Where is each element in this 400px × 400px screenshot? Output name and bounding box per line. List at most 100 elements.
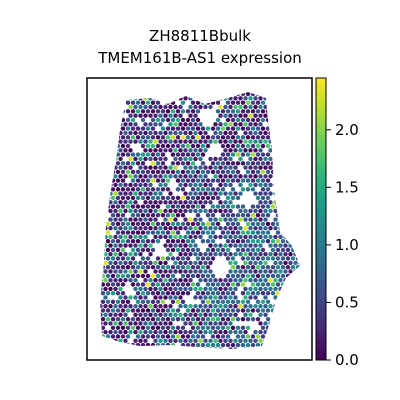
spot	[238, 104, 243, 110]
spot	[198, 278, 203, 283]
spot	[118, 312, 123, 317]
spot	[213, 252, 218, 257]
spot	[215, 342, 221, 348]
spot	[243, 217, 248, 222]
spot	[218, 252, 223, 257]
spot	[173, 113, 178, 118]
spot	[218, 156, 223, 162]
spot	[255, 109, 261, 114]
spot	[273, 252, 278, 257]
spot	[225, 195, 231, 201]
spot	[233, 113, 238, 118]
spot	[200, 143, 206, 149]
spot	[208, 252, 213, 257]
spot	[245, 109, 251, 114]
spot	[240, 204, 246, 209]
spot	[203, 191, 208, 196]
spot	[280, 273, 286, 279]
spot	[180, 256, 186, 261]
spot	[155, 317, 161, 322]
spot	[165, 195, 171, 201]
spot	[238, 252, 243, 257]
spot	[155, 100, 161, 105]
spot	[158, 226, 163, 231]
spot	[260, 178, 266, 183]
spot	[163, 312, 168, 317]
spot	[163, 200, 168, 205]
spot	[253, 286, 258, 292]
spot	[120, 273, 126, 279]
spot	[100, 299, 106, 304]
spot	[190, 100, 196, 105]
spot	[248, 165, 253, 170]
spot	[108, 243, 113, 248]
spot	[143, 286, 148, 292]
spot	[130, 213, 136, 218]
spot	[103, 321, 108, 326]
spot	[260, 195, 266, 201]
spot	[193, 200, 198, 205]
spot	[230, 299, 236, 304]
spot	[178, 208, 183, 214]
spot	[210, 239, 216, 244]
spot	[168, 174, 173, 179]
spot	[138, 286, 143, 292]
spot	[180, 325, 186, 330]
spot	[210, 317, 216, 322]
spot	[235, 273, 241, 279]
spot	[180, 247, 186, 253]
spot	[265, 195, 271, 201]
spot	[263, 295, 268, 300]
spot	[118, 200, 123, 205]
spot	[143, 165, 148, 170]
spot	[130, 265, 136, 270]
spot	[210, 247, 216, 253]
spot	[133, 182, 138, 188]
spot	[128, 321, 133, 326]
spot	[203, 104, 208, 110]
spot	[143, 156, 148, 162]
spot	[145, 100, 151, 105]
spot	[168, 321, 173, 326]
spot	[260, 152, 266, 157]
spot	[245, 239, 251, 244]
spot	[143, 122, 148, 127]
spot	[125, 239, 131, 244]
spot	[258, 278, 263, 283]
spot	[103, 269, 108, 274]
spot	[240, 143, 246, 149]
spot	[203, 286, 208, 292]
spot	[115, 308, 121, 313]
spot	[225, 213, 231, 218]
spot	[228, 200, 233, 205]
spot	[223, 156, 228, 162]
colorbar-tick-label: 0.5	[335, 293, 359, 311]
spot	[243, 312, 248, 317]
spot	[243, 226, 248, 231]
spot	[200, 195, 206, 201]
spot	[240, 247, 246, 253]
spot	[168, 269, 173, 274]
spot	[143, 278, 148, 283]
spot	[153, 165, 158, 170]
spot	[225, 126, 231, 131]
spot	[233, 260, 238, 266]
spot	[120, 152, 126, 157]
spot	[240, 100, 246, 105]
spot	[270, 221, 276, 227]
spot	[143, 260, 148, 266]
spot	[223, 113, 228, 118]
spot	[250, 100, 256, 105]
spot	[123, 260, 128, 266]
spot	[168, 312, 173, 317]
spot	[113, 200, 118, 205]
spot	[115, 291, 121, 296]
spot	[150, 247, 156, 253]
spot	[105, 334, 111, 339]
spot	[220, 152, 226, 157]
spot	[150, 325, 156, 330]
spot	[268, 243, 273, 248]
spot	[230, 187, 236, 192]
spot	[148, 130, 153, 136]
spot	[228, 156, 233, 162]
